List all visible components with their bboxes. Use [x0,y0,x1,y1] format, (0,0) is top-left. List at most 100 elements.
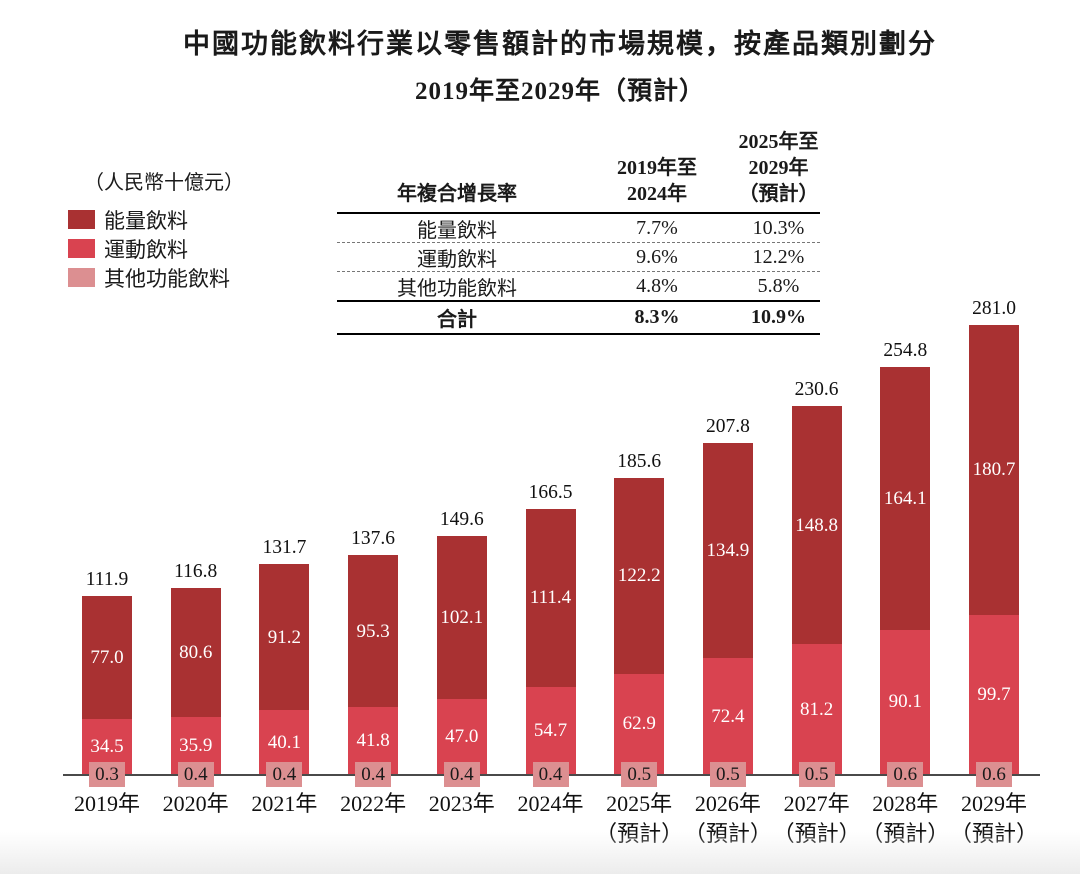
bar-segment-energy-2027: 148.8 [791,406,842,645]
bar-segment-sports-2026: 72.4 [702,658,753,774]
bar-segment-energy-2021: 91.2 [259,564,310,711]
x-axis-label-2019: 2019年 [73,791,140,816]
bar-total-label-2029: 281.0 [972,298,1016,320]
bar-value-label: 54.7 [533,719,568,741]
bar-value-label: 62.9 [622,713,656,735]
cagr-table-header: 年複合增長率 2019年至 2024年 2025年至 2029年 （預計） [337,129,820,214]
bar-segment-energy-2026: 134.9 [702,442,753,659]
cagr-row-other: 其他功能飲料 4.8% 5.8% [337,272,820,302]
x-axis-label-2026: 2026年 （預計） [683,791,772,846]
x-axis-label-2022: 2022年 [340,791,407,816]
bar-value-label: 164.1 [883,488,927,510]
other-value-badge-2028: 0.6 [887,762,924,787]
legend-swatch-other-icon [68,268,95,287]
bar-segment-sports-2023: 47.0 [436,699,487,774]
bar-value-label: 148.8 [795,514,838,536]
bar-value-label: 81.2 [799,698,834,720]
cagr-row-label: 能量飲料 [417,220,497,242]
cagr-value-2025-2029: 5.8% [757,275,800,297]
bar-value-label: 41.8 [356,730,390,752]
cagr-row-label: 其他功能飲料 [397,278,517,300]
bar-value-label: 77.0 [90,647,124,669]
legend-label-energy: 能量飲料 [104,208,188,233]
bar-segment-sports-2024: 54.7 [525,686,576,774]
other-value-badge-2025: 0.5 [621,762,658,787]
bar-value-label: 80.6 [179,641,213,663]
bar-value-label: 102.1 [440,606,484,628]
other-value-badge-2019: 0.3 [89,762,125,787]
bar-segment-energy-2025: 122.2 [614,478,665,674]
bar-total-label-2024: 166.5 [528,481,573,503]
bar-total-label-2022: 137.6 [351,528,396,549]
bar-value-label: 95.3 [356,620,390,642]
bar-value-label: 99.7 [977,683,1011,705]
bar-segment-energy-2028: 164.1 [880,367,931,630]
bar-segment-energy-2024: 111.4 [525,508,576,687]
bar-segment-sports-2029: 99.7 [969,614,1019,774]
cagr-row-sports: 運動飲料 9.6% 12.2% [337,243,820,272]
bar-value-label: 134.9 [706,539,750,561]
legend-item-energy: 能量飲料 [68,205,244,234]
cagr-value-2025-2029: 10.9% [751,306,806,328]
cagr-header-period1: 2019年至 2024年 [617,157,697,205]
chart-subtitle: 2019年至2029年（預計） [414,78,705,105]
bar-value-label: 34.5 [90,736,124,758]
cagr-value-2019-2024: 8.3% [634,306,680,328]
legend-item-sports: 運動飲料 [68,234,244,263]
legend: （人民幣十億元） 能量飲料 運動飲料 其他功能飲料 [68,166,244,292]
other-value-badge-2026: 0.5 [709,762,746,787]
bar-segment-energy-2022: 95.3 [348,555,399,708]
chart-title-block: 中國功能飲料行業以零售額計的市場規模，按產品類別劃分 2019年至2029年（預… [40,22,1080,107]
bar-segment-sports-2028: 90.1 [880,629,931,774]
bar-value-label: 47.0 [445,726,479,748]
chart-title: 中國功能飲料行業以零售額計的市場規模，按產品類別劃分 [183,29,937,59]
x-axis-label-2023: 2023年 [428,791,495,816]
cagr-row-total: 合計 8.3% 10.9% [337,302,820,335]
cagr-row-energy: 能量飲料 7.7% 10.3% [337,214,820,243]
x-axis-label-2020: 2020年 [162,791,229,816]
x-axis-label-2027: 2027年 （預計） [772,791,861,846]
bar-total-label-2026: 207.8 [705,415,750,437]
bar-total-label-2020: 116.8 [174,560,218,582]
x-axis-label-2024: 2024年 [517,791,584,816]
bar-segment-energy-2029: 180.7 [969,325,1019,615]
cagr-row-label: 運動飲料 [417,249,497,271]
legend-label-other: 其他功能飲料 [104,266,230,291]
bar-value-label: 90.1 [888,691,922,713]
other-value-badge-2024: 0.4 [532,762,569,787]
unit-label: （人民幣十億元） [84,172,244,194]
other-value-badge-2029: 0.6 [976,762,1012,787]
other-value-badge-2021: 0.4 [266,762,303,787]
legend-label-sports: 運動飲料 [104,237,188,262]
bar-total-label-2023: 149.6 [439,508,484,530]
cagr-value-2019-2024: 4.8% [636,275,678,297]
cagr-table: 年複合增長率 2019年至 2024年 2025年至 2029年 （預計） 能量… [337,129,820,335]
x-axis-label-2021: 2021年 [251,791,318,816]
other-value-badge-2020: 0.4 [177,762,214,787]
legend-item-other: 其他功能飲料 [68,263,244,292]
bar-total-label-2028: 254.8 [883,340,928,362]
cagr-value-2019-2024: 9.6% [636,246,678,268]
bar-value-label: 111.4 [529,587,572,609]
bar-segment-energy-2020: 80.6 [170,587,221,717]
other-value-badge-2027: 0.5 [798,762,835,787]
bar-total-label-2027: 230.6 [794,379,839,401]
cagr-value-2019-2024: 7.7% [636,217,678,239]
x-axis-label-2028: 2028年 （預計） [861,791,950,846]
bar-total-label-2021: 131.7 [262,537,307,559]
cagr-value-2025-2029: 10.3% [752,217,805,239]
x-axis-label-2029: 2029年 （預計） [949,791,1038,846]
bar-segment-sports-2025: 62.9 [614,673,665,774]
cagr-header-period2: 2025年至 2029年 （預計） [738,131,819,205]
other-value-badge-2023: 0.4 [443,762,480,787]
bar-total-label-2019: 111.9 [85,569,129,591]
bar-value-label: 40.1 [267,731,302,753]
other-value-badge-2022: 0.4 [355,762,392,787]
cagr-value-2025-2029: 12.2% [752,246,805,268]
bar-value-label: 72.4 [711,705,745,727]
cagr-header-label: 年複合增長率 [397,183,517,205]
bar-value-label: 91.2 [267,626,302,648]
bar-value-label: 180.7 [972,459,1016,481]
bar-value-label: 35.9 [179,734,213,756]
